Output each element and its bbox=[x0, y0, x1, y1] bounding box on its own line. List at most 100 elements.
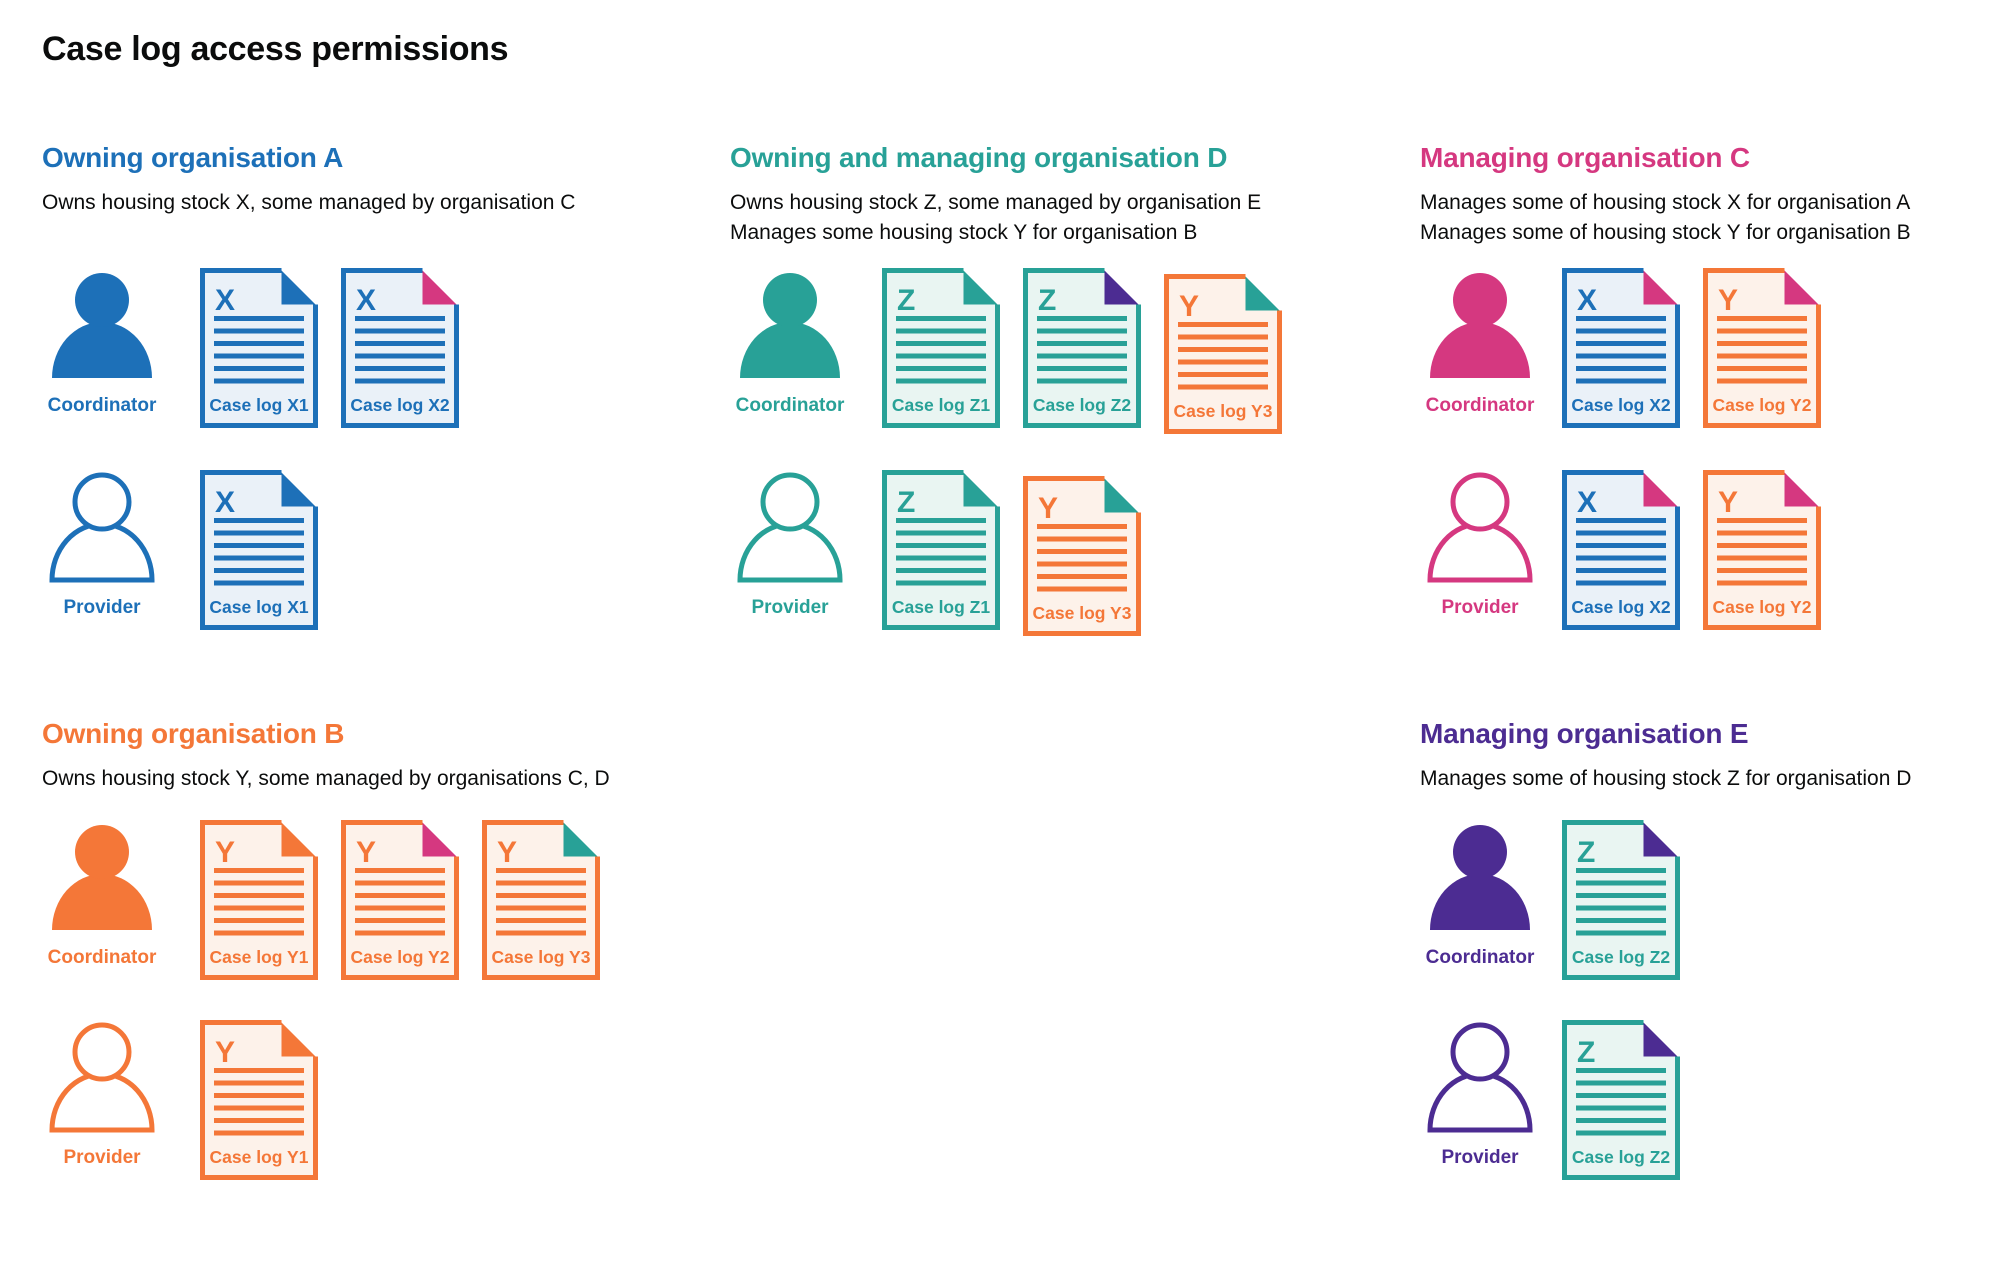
document-text-line bbox=[1178, 347, 1268, 352]
folded-corner-icon bbox=[1643, 472, 1678, 507]
document-page bbox=[1025, 478, 1139, 634]
role-label: Provider bbox=[1441, 1147, 1519, 1168]
document-text-line bbox=[1717, 543, 1807, 548]
document-text-line bbox=[896, 366, 986, 371]
folded-corner-icon bbox=[1643, 270, 1678, 305]
case-log-document: X Case log X2 bbox=[1562, 268, 1680, 428]
document-text-line bbox=[1037, 378, 1127, 384]
document-text-line bbox=[496, 918, 586, 923]
folded-corner-icon bbox=[281, 1022, 316, 1057]
document-text-line bbox=[1717, 568, 1807, 573]
document-letter: Y bbox=[1179, 290, 1199, 323]
document-text-line bbox=[214, 930, 304, 936]
case-log-document: X Case log X2 bbox=[1562, 470, 1680, 630]
document-text-line bbox=[214, 1130, 304, 1136]
coordinator-icon bbox=[52, 825, 152, 930]
document-page bbox=[1564, 1022, 1678, 1178]
document-label: Case log X2 bbox=[350, 395, 449, 415]
document-label: Case log X1 bbox=[209, 395, 308, 415]
document-text-line bbox=[214, 568, 304, 573]
document-text-line bbox=[214, 580, 304, 586]
document-label: Case log Y1 bbox=[210, 947, 309, 967]
document-border bbox=[1023, 268, 1141, 428]
role-label: Provider bbox=[63, 597, 141, 618]
document-text-line bbox=[1576, 328, 1666, 334]
person-head bbox=[760, 472, 820, 532]
document-text-line bbox=[1037, 536, 1127, 542]
document-text-line bbox=[1576, 930, 1666, 936]
provider-row: Provider X Case log X2 Y Case log Y2 bbox=[1420, 470, 1821, 630]
document-text-line bbox=[1717, 530, 1807, 536]
person-head bbox=[72, 1022, 132, 1082]
document-text-line bbox=[496, 905, 586, 911]
documents-group: X Case log X1 X Case log X2 bbox=[200, 268, 459, 428]
section-heading: Owning organisation B bbox=[42, 718, 345, 749]
document-text-line bbox=[1576, 868, 1666, 873]
document-page bbox=[1705, 270, 1819, 426]
provider-row: Provider Y Case log Y1 bbox=[42, 1020, 318, 1180]
document-text-line bbox=[1576, 1130, 1666, 1136]
documents-group: Y Case log Y1 Y Case log Y2 Y Case log Y… bbox=[200, 820, 600, 980]
document-text-line bbox=[214, 868, 304, 873]
section-heading: Owning and managing organisation D bbox=[730, 142, 1228, 173]
document-letter: Y bbox=[215, 1036, 235, 1069]
role-label: Coordinator bbox=[47, 395, 157, 416]
document-text-line bbox=[1717, 580, 1807, 586]
role-label: Coordinator bbox=[1425, 947, 1535, 968]
document-text-line bbox=[496, 868, 586, 873]
person-head bbox=[763, 273, 817, 327]
provider-figure: Provider bbox=[1420, 1020, 1540, 1168]
section-description: Owns housing stock Z, some managed by or… bbox=[730, 191, 1262, 214]
document-text-line bbox=[355, 353, 445, 359]
document-page bbox=[1166, 276, 1280, 432]
document-text-line bbox=[1178, 384, 1268, 390]
person-body bbox=[740, 322, 840, 378]
coordinator-figure: Coordinator bbox=[42, 268, 162, 416]
document-text-line bbox=[1576, 918, 1666, 923]
document-text-line bbox=[355, 316, 445, 321]
document-text-line bbox=[214, 543, 304, 548]
role-label: Provider bbox=[1441, 597, 1519, 618]
document-text-line bbox=[896, 568, 986, 573]
document-border bbox=[1562, 470, 1680, 630]
document-text-line bbox=[214, 316, 304, 321]
document-label: Case log X2 bbox=[1571, 597, 1670, 617]
document-page bbox=[884, 472, 998, 628]
document-text-line bbox=[1576, 893, 1666, 898]
document-text-line bbox=[896, 353, 986, 359]
coordinator-row: Coordinator X Case log X2 Y Case log Y2 bbox=[1420, 268, 1821, 428]
person-body bbox=[49, 521, 155, 583]
section-description: Manages some of housing stock Z for orga… bbox=[1420, 767, 1912, 790]
document-label: Case log X2 bbox=[1571, 395, 1670, 415]
section-organisation-a: Owning organisation A Owns housing stock … bbox=[42, 142, 702, 630]
document-page bbox=[1564, 472, 1678, 628]
page-title: Case log access permissions bbox=[42, 30, 509, 68]
document-text-line bbox=[1576, 543, 1666, 548]
document-page bbox=[343, 270, 457, 426]
folded-corner-icon bbox=[281, 270, 316, 305]
folded-corner-icon bbox=[563, 822, 598, 857]
document-letter: X bbox=[1577, 284, 1597, 317]
document-page bbox=[1564, 822, 1678, 978]
document-letter: Y bbox=[1718, 486, 1738, 519]
section-organisation-e: Managing organisation E Manages some of h… bbox=[1420, 718, 2000, 1180]
document-border bbox=[1562, 268, 1680, 428]
case-log-document: Z Case log Z1 bbox=[882, 470, 1000, 630]
provider-icon bbox=[49, 472, 155, 583]
document-letter: X bbox=[356, 284, 376, 317]
document-page bbox=[1564, 270, 1678, 426]
document-text-line bbox=[896, 580, 986, 586]
document-text-line bbox=[496, 880, 586, 886]
coordinator-figure: Coordinator bbox=[1420, 820, 1540, 968]
document-border bbox=[1164, 274, 1282, 434]
document-text-line bbox=[1576, 580, 1666, 586]
documents-group: Z Case log Z1 Y Case log Y3 bbox=[882, 470, 1141, 636]
document-text-line bbox=[355, 378, 445, 384]
case-log-document: X Case log X2 bbox=[341, 268, 459, 428]
document-text-line bbox=[355, 341, 445, 346]
document-text-line bbox=[896, 378, 986, 384]
document-text-line bbox=[355, 328, 445, 334]
document-text-line bbox=[214, 366, 304, 371]
folded-corner-icon bbox=[1104, 478, 1139, 513]
case-log-document: Y Case log Y3 bbox=[1023, 476, 1141, 636]
